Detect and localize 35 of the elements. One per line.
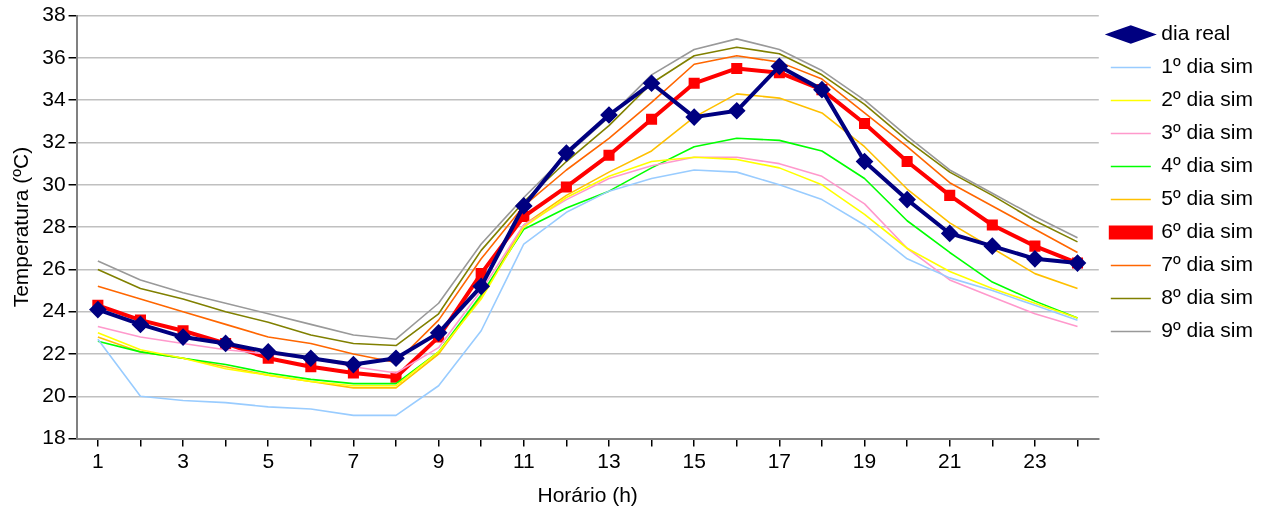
x-tick-label: 19 (852, 449, 877, 472)
y-tick-label: 36 (42, 44, 66, 68)
y-tick-label: 20 (42, 383, 66, 407)
legend-label: 1º dia sim (1161, 54, 1253, 78)
y-tick-label: 18 (42, 425, 66, 449)
x-tick-label: 21 (938, 449, 962, 472)
legend-label: 6º dia sim (1161, 219, 1253, 243)
x-tick-label: 17 (767, 449, 792, 472)
legend-label: 8º dia sim (1161, 285, 1253, 309)
y-tick-label: 22 (42, 340, 66, 364)
x-tick-label: 13 (597, 449, 621, 472)
y-tick-label: 28 (42, 213, 66, 237)
legend-label: dia real (1161, 21, 1231, 45)
x-axis-title: Horário (h) (537, 483, 638, 507)
x-tick-label: 3 (177, 449, 189, 472)
y-tick-label: 38 (42, 2, 66, 26)
legend-label: 9º dia sim (1161, 318, 1253, 342)
x-tick-label: 5 (262, 449, 275, 472)
x-tick-label: 23 (1023, 449, 1047, 472)
y-tick-label: 30 (42, 171, 66, 195)
y-axis-title: Temperatura (ºC) (9, 146, 33, 308)
y-tick-label: 26 (42, 256, 66, 280)
legend-label: 5º dia sim (1161, 186, 1253, 210)
y-tick-label: 34 (42, 87, 66, 110)
legend-label: 2º dia sim (1161, 87, 1253, 111)
legend-label: 4º dia sim (1161, 153, 1253, 177)
x-tick-label: 15 (682, 449, 706, 472)
x-tick-label: 7 (347, 449, 360, 472)
x-tick-label: 9 (432, 449, 445, 472)
x-tick-label: 1 (92, 449, 104, 472)
legend-label: 3º dia sim (1161, 120, 1253, 144)
y-tick-label: 24 (42, 298, 66, 322)
x-tick-label: 11 (512, 449, 535, 472)
y-tick-label: 32 (42, 129, 66, 153)
legend-label: 7º dia sim (1161, 252, 1253, 276)
